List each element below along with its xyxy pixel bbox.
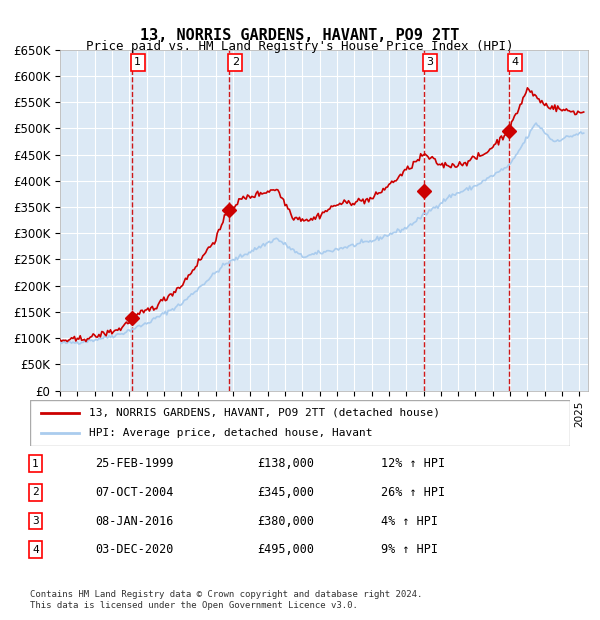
Text: £138,000: £138,000 bbox=[257, 458, 314, 471]
Text: 03-DEC-2020: 03-DEC-2020 bbox=[95, 543, 173, 556]
Text: £345,000: £345,000 bbox=[257, 486, 314, 499]
Text: 08-JAN-2016: 08-JAN-2016 bbox=[95, 515, 173, 528]
Text: 25-FEB-1999: 25-FEB-1999 bbox=[95, 458, 173, 471]
Text: 26% ↑ HPI: 26% ↑ HPI bbox=[381, 486, 445, 499]
Text: 4: 4 bbox=[32, 545, 39, 555]
Text: 9% ↑ HPI: 9% ↑ HPI bbox=[381, 543, 438, 556]
Text: 13, NORRIS GARDENS, HAVANT, PO9 2TT: 13, NORRIS GARDENS, HAVANT, PO9 2TT bbox=[140, 28, 460, 43]
Text: £380,000: £380,000 bbox=[257, 515, 314, 528]
Text: Contains HM Land Registry data © Crown copyright and database right 2024.: Contains HM Land Registry data © Crown c… bbox=[30, 590, 422, 600]
FancyBboxPatch shape bbox=[30, 400, 570, 446]
Text: HPI: Average price, detached house, Havant: HPI: Average price, detached house, Hava… bbox=[89, 428, 373, 438]
Text: Price paid vs. HM Land Registry's House Price Index (HPI): Price paid vs. HM Land Registry's House … bbox=[86, 40, 514, 53]
Text: 2: 2 bbox=[232, 58, 239, 68]
Text: 2: 2 bbox=[32, 487, 39, 497]
Text: 12% ↑ HPI: 12% ↑ HPI bbox=[381, 458, 445, 471]
Text: 07-OCT-2004: 07-OCT-2004 bbox=[95, 486, 173, 499]
Text: 13, NORRIS GARDENS, HAVANT, PO9 2TT (detached house): 13, NORRIS GARDENS, HAVANT, PO9 2TT (det… bbox=[89, 408, 440, 418]
Text: 4: 4 bbox=[511, 58, 518, 68]
Text: This data is licensed under the Open Government Licence v3.0.: This data is licensed under the Open Gov… bbox=[30, 601, 358, 611]
Text: 3: 3 bbox=[32, 516, 39, 526]
Text: 1: 1 bbox=[32, 459, 39, 469]
Text: 4% ↑ HPI: 4% ↑ HPI bbox=[381, 515, 438, 528]
Text: 3: 3 bbox=[427, 58, 434, 68]
Text: 1: 1 bbox=[134, 58, 141, 68]
Text: £495,000: £495,000 bbox=[257, 543, 314, 556]
